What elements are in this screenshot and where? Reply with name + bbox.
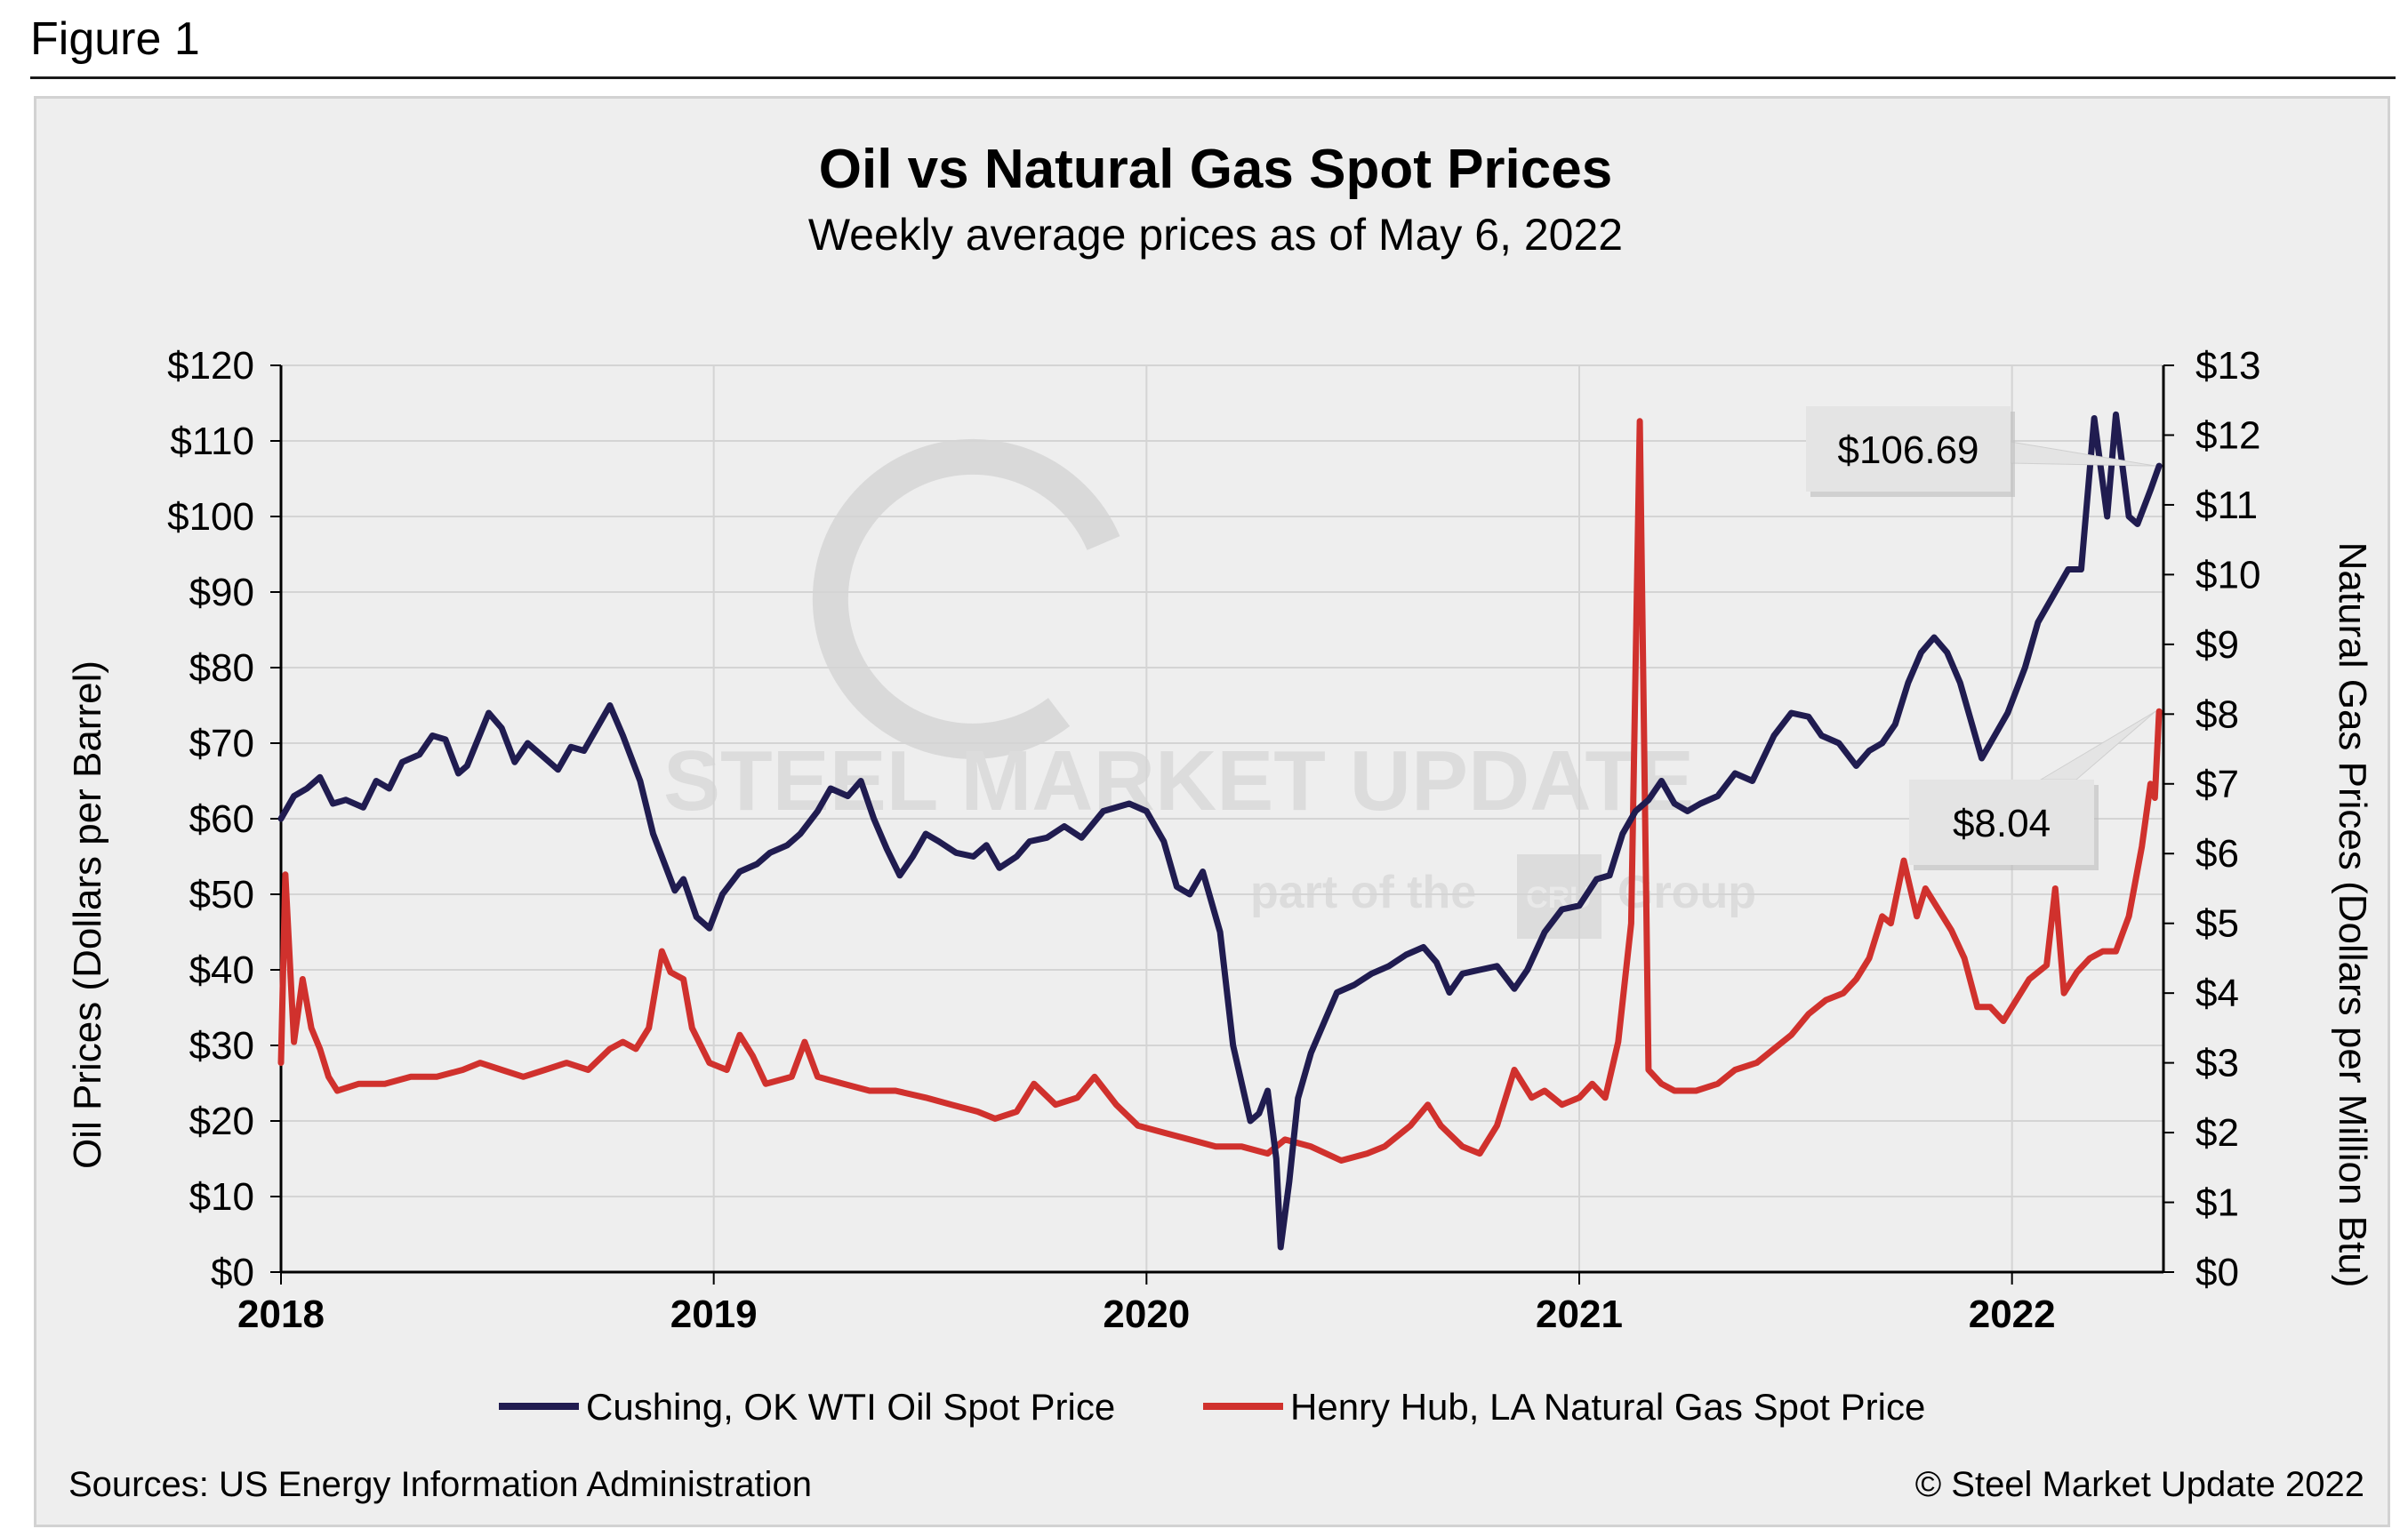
chart-subtitle: Weekly average prices as of May 6, 2022	[808, 210, 1623, 260]
legend-label-oil: Cushing, OK WTI Oil Spot Price	[586, 1386, 1115, 1428]
callout-label: $106.69	[1837, 428, 1979, 472]
figure-label: Figure 1	[30, 13, 200, 65]
left-tick-label: $120	[167, 344, 254, 388]
right-tick-label: $10	[2195, 553, 2260, 596]
watermark-brand: STEEL MARKET UPDATE	[663, 733, 1694, 829]
gridlines	[281, 364, 2163, 1272]
left-axis-ticks: $0 $10 $20 $30 $40 $50 $60 $70 $80 $90 $100 $110 $12…	[167, 344, 281, 1294]
callout-box	[1909, 780, 2094, 865]
right-tick-label: $8	[2195, 692, 2239, 736]
right-tick-label: $11	[2195, 484, 2258, 527]
right-axis-title: Natural Gas Prices (Dollars per Million …	[2331, 542, 2374, 1288]
callout-label: $8.04	[1953, 802, 2051, 845]
chart-canvas: STEEL MARKET UPDATE part of the CRU Grou…	[66, 139, 2374, 1504]
x-tick-label: 2022	[1969, 1293, 2056, 1336]
figure-divider	[30, 76, 2396, 79]
left-tick-label: $40	[189, 949, 254, 992]
x-axis-ticks: 2018 2019 2020 2021 2022	[237, 1272, 2056, 1336]
series-line-gas	[277, 418, 2163, 1164]
callouts: $106.69 $8.04	[1806, 406, 2156, 870]
right-tick-label: $0	[2195, 1251, 2239, 1294]
left-tick-label: $80	[189, 646, 254, 690]
left-tick-label: $100	[167, 495, 254, 539]
series-line-oil	[277, 411, 2163, 1251]
right-tick-label: $7	[2195, 763, 2239, 806]
right-tick-label: $3	[2195, 1042, 2239, 1085]
right-tick-label: $12	[2195, 413, 2260, 457]
x-tick-label: 2021	[1536, 1293, 1623, 1336]
right-tick-label: $4	[2195, 972, 2239, 1015]
copyright-note: © Steel Market Update 2022	[1915, 1465, 2364, 1504]
right-tick-label: $13	[2195, 344, 2260, 388]
left-tick-label: $60	[189, 797, 254, 841]
x-tick-label: 2020	[1103, 1293, 1190, 1336]
source-note: Sources: US Energy Information Administr…	[68, 1465, 812, 1504]
watermark-swoosh-icon	[812, 438, 1120, 759]
right-tick-label: $1	[2195, 1181, 2239, 1225]
left-tick-label: $110	[170, 420, 254, 463]
left-tick-label: $30	[189, 1024, 254, 1068]
left-tick-label: $20	[189, 1100, 254, 1143]
series-layer	[277, 411, 2163, 1251]
left-tick-label: $90	[189, 571, 254, 614]
left-axis-title: Oil Prices (Dollars per Barrel)	[66, 660, 109, 1169]
x-tick-label: 2018	[237, 1293, 325, 1336]
watermark: STEEL MARKET UPDATE part of the CRU Grou…	[663, 438, 1756, 939]
right-tick-label: $2	[2195, 1111, 2239, 1155]
watermark-tagline-end: Group	[1617, 867, 1756, 918]
left-tick-label: $50	[189, 873, 254, 917]
right-tick-label: $5	[2195, 902, 2239, 946]
right-tick-label: $6	[2195, 832, 2239, 876]
right-axis-ticks: $0 $1 $2 $3 $4 $5 $6 $7 $8 $9 $10 $11 $12 $13	[2163, 344, 2260, 1294]
watermark-tagline-start: part of the	[1250, 867, 1476, 918]
callout-box	[1806, 406, 2011, 492]
x-tick-label: 2019	[670, 1293, 758, 1336]
left-tick-label: $10	[189, 1175, 254, 1219]
left-tick-label: $70	[189, 722, 254, 765]
legend-label-gas: Henry Hub, LA Natural Gas Spot Price	[1290, 1386, 1925, 1428]
right-tick-label: $9	[2195, 623, 2239, 667]
legend: Cushing, OK WTI Oil Spot Price Henry Hub…	[499, 1386, 1925, 1428]
callout-pointer	[2039, 710, 2156, 781]
left-tick-label: $0	[211, 1251, 254, 1294]
callout-pointer	[2010, 441, 2156, 467]
chart-panel: STEEL MARKET UPDATE part of the CRU Grou…	[34, 96, 2390, 1527]
chart-title: Oil vs Natural Gas Spot Prices	[819, 139, 1612, 200]
